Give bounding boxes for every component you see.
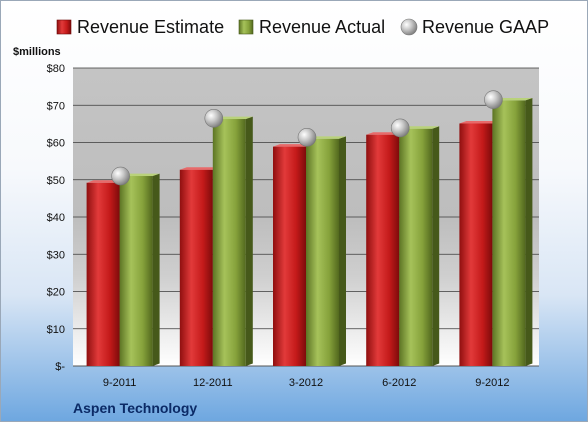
bar-actual — [399, 126, 440, 366]
x-axis: 9-2011 12-2011 3-2012 6-2012 9-2012 — [103, 377, 510, 389]
x-tick-label: 12-2011 — [193, 377, 233, 389]
gaap-marker — [297, 127, 317, 147]
bar-actual — [492, 97, 533, 367]
y-tick-label: $20 — [47, 287, 65, 299]
legend-swatch — [238, 19, 254, 35]
bar-actual — [119, 173, 160, 366]
legend-item-1: Revenue Actual — [238, 17, 385, 37]
y-tick-label: $80 — [47, 63, 65, 75]
bar-actual — [212, 116, 253, 367]
x-tick-label: 3-2012 — [289, 377, 323, 389]
gaap-marker — [484, 90, 503, 109]
legend-label: Revenue GAAP — [422, 17, 549, 37]
y-tick-label: $60 — [47, 138, 65, 150]
legend-label: Revenue Estimate — [77, 17, 224, 37]
company-name: Aspen Technology — [73, 400, 197, 416]
gaap-marker — [390, 118, 410, 138]
y-tick-label: $40 — [47, 212, 65, 224]
gaap-markers — [111, 90, 503, 186]
y-tick-label: $- — [55, 361, 65, 373]
legend-swatch — [400, 18, 418, 36]
y-tick-label: $50 — [47, 175, 65, 187]
y-tick-label: $70 — [47, 100, 65, 112]
x-tick-label: 9-2012 — [475, 377, 509, 389]
y-tick-label: $10 — [47, 324, 65, 336]
x-tick-label: 6-2012 — [382, 377, 416, 389]
bars — [86, 97, 533, 367]
legend: Revenue Estimate Revenue Actual Revenue GA… — [56, 17, 549, 37]
bar-actual — [306, 136, 346, 366]
legend-swatch — [56, 19, 72, 35]
y-axis-label: $millions — [13, 46, 61, 58]
y-tick-label: $30 — [47, 249, 65, 261]
legend-label: Revenue Actual — [259, 17, 385, 37]
legend-item-0: Revenue Estimate — [56, 17, 224, 37]
gaap-marker — [204, 108, 224, 128]
legend-item-2: Revenue GAAP — [400, 17, 549, 37]
x-tick-label: 9-2011 — [103, 377, 136, 389]
gaap-marker — [111, 166, 130, 186]
